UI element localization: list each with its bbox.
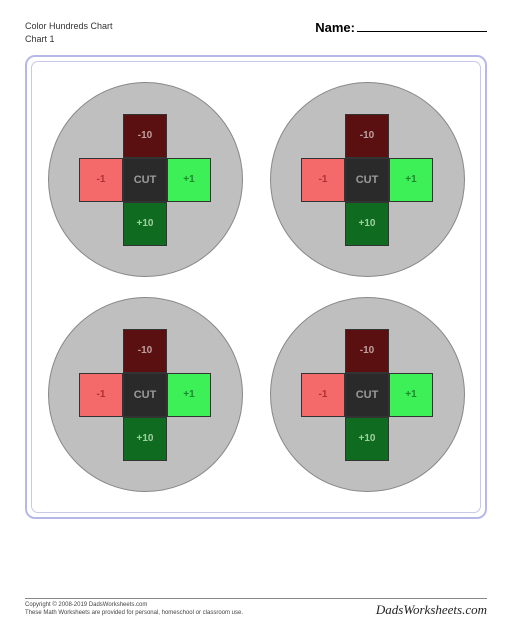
brand-logo: DadsWorksheets.com [376, 602, 487, 618]
medallion: -10 +10-1 +1CUT [270, 82, 465, 277]
cell-left: -1 [301, 158, 345, 202]
medallion: -10 +10-1 +1CUT [270, 297, 465, 492]
title-line-2: Chart 1 [25, 33, 113, 46]
worksheet-frame-inner: -10+10-1+1CUT-10+10-1+1CUT-10+10-1+1CUT-… [31, 61, 481, 513]
cell-top: -10 [123, 329, 167, 373]
medallion: -10 +10-1 +1CUT [48, 82, 243, 277]
cell-left: -1 [301, 373, 345, 417]
name-label: Name: [315, 20, 355, 35]
cell-right: +1 [167, 373, 211, 417]
cell-right: +1 [389, 158, 433, 202]
cell-right: +1 [389, 373, 433, 417]
cell-center: CUT [345, 158, 389, 202]
name-field: Name: [315, 20, 487, 35]
cell-top: -10 [345, 329, 389, 373]
cell-right: +1 [167, 158, 211, 202]
cell-bottom: +10 [123, 202, 167, 246]
cell-center: CUT [123, 158, 167, 202]
title-line-1: Color Hundreds Chart [25, 20, 113, 33]
worksheet-footer: Copyright © 2008-2019 DadsWorksheets.com… [25, 598, 487, 618]
cell-bottom: +10 [345, 202, 389, 246]
cell-bottom: +10 [123, 417, 167, 461]
cell-center: CUT [123, 373, 167, 417]
cell-top: -10 [123, 114, 167, 158]
worksheet-frame-outer: -10+10-1+1CUT-10+10-1+1CUT-10+10-1+1CUT-… [25, 55, 487, 519]
cell-left: -1 [79, 373, 123, 417]
copyright-line-2: These Math Worksheets are provided for p… [25, 610, 243, 618]
cell-bottom: +10 [345, 417, 389, 461]
cell-center: CUT [345, 373, 389, 417]
cell-top: -10 [345, 114, 389, 158]
copyright-block: Copyright © 2008-2019 DadsWorksheets.com… [25, 602, 243, 618]
cell-left: -1 [79, 158, 123, 202]
medallion: -10 +10-1 +1CUT [48, 297, 243, 492]
worksheet-header: Color Hundreds Chart Chart 1 Name: [25, 20, 487, 45]
copyright-line-1: Copyright © 2008-2019 DadsWorksheets.com [25, 602, 243, 610]
name-input-line[interactable] [357, 31, 487, 32]
title-block: Color Hundreds Chart Chart 1 [25, 20, 113, 45]
